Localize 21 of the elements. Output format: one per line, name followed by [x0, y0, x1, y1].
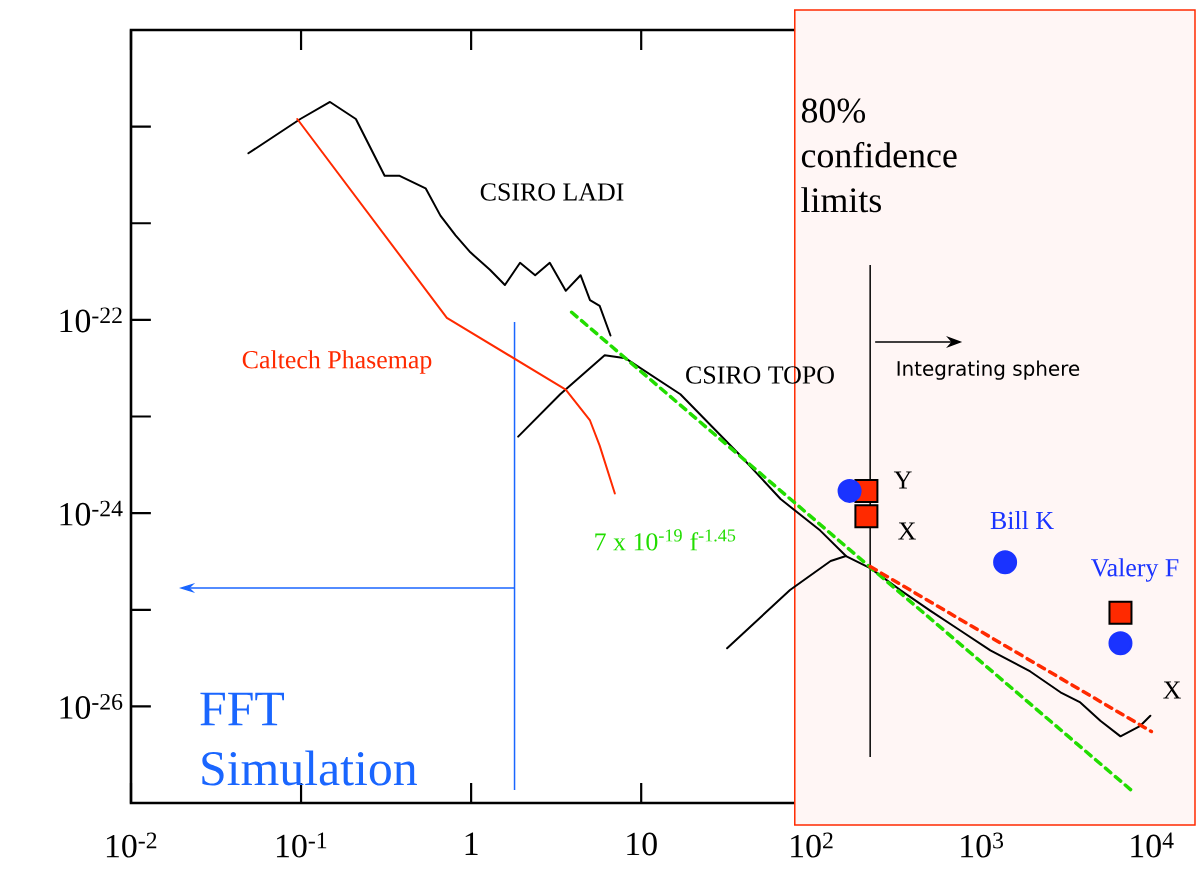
x-tick-label: 10$^{2}$ [791, 832, 833, 858]
x-tick-label: 10$^{-1}$ [276, 832, 327, 858]
y-tick-label: 10$^{-22}$ [60, 307, 122, 333]
annotation: 80% confidence limits [801, 98, 957, 213]
series-label: CSIRO LADI [480, 183, 624, 201]
annotation: Y [893, 471, 912, 489]
ref-line-label: Integrating sphere [897, 360, 1080, 380]
text: Valery F [1091, 558, 1179, 582]
ref-line-label: FFT Simulation [200, 692, 417, 786]
series-label: Bill K [990, 510, 1054, 530]
annotation: X [898, 522, 916, 540]
x-tick-label: 10$^{-2}$ [106, 832, 157, 858]
series-label: Caltech Phasemap [242, 350, 432, 374]
y-tick-label: 10$^{-26}$ [60, 693, 123, 719]
y-tick-label: 10$^{-24}$ [60, 500, 123, 526]
x-tick-label: 10 [627, 832, 657, 856]
text: 7 x 10$^{-19}$ f$^{-1.45}$ [595, 529, 736, 551]
x-tick-label: 10$^{3}$ [961, 832, 1004, 858]
x-tick-label: 10$^{4}$ [1131, 832, 1174, 858]
x-tick-label: 1 [465, 832, 478, 855]
text: X [1163, 681, 1181, 699]
